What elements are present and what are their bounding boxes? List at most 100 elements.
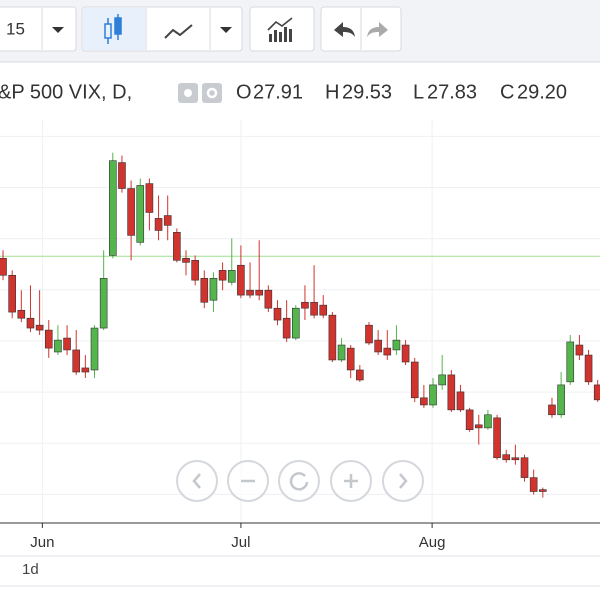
candle-body [474,424,483,429]
reset-button[interactable] [278,460,320,502]
high-value: 29.53 [342,81,392,103]
zoom-icons [192,472,408,491]
dropdown-arrow[interactable] [220,27,232,33]
candle-body [63,337,71,351]
indicators-button[interactable] [249,6,315,52]
candle-body [118,162,126,189]
candle-body [392,339,401,351]
candle-body [109,160,117,256]
candle-body [72,349,81,373]
candle-body [346,347,355,371]
scroll-right-button[interactable] [382,460,424,502]
candle-body [529,477,538,492]
candle-body [465,409,474,431]
candle-body [209,278,218,301]
candle-body [493,417,501,459]
range-button[interactable]: 1d [22,561,39,578]
indicators-icon [267,17,293,42]
candle-body [502,454,511,461]
candle-body [246,289,254,296]
candle-body [273,307,282,321]
candle-style-button[interactable] [83,8,145,50]
candle-body [54,339,62,353]
candle-body [136,185,145,243]
low-value: 27.83 [427,81,477,103]
candle-body [383,347,392,356]
candle-body [282,317,291,339]
candle-body [291,307,300,339]
symbol: &P 500 VIX, D, [0,81,132,103]
candle-body [557,384,565,416]
candle-body [0,257,7,276]
candle-body [548,404,556,416]
close-label: C [500,81,514,103]
low-label: L [413,81,424,103]
candle-body [99,278,108,329]
candle-body [420,397,428,406]
x-tick-label: Jul [231,534,250,551]
candle-body [456,391,465,411]
undo-button[interactable] [334,22,355,37]
candle-body [447,374,456,411]
candle-body [218,270,227,281]
open-value: 27.91 [253,81,303,103]
candle-body [81,367,90,373]
candle-body [575,344,584,356]
redo-button[interactable] [367,22,388,37]
line-style-icon[interactable] [164,24,193,39]
candle-body [17,309,26,319]
candle-body [401,344,410,363]
candle-body [319,304,328,316]
candle-body [44,329,53,349]
close-value: 29.20 [517,81,567,103]
candle-body [127,188,135,236]
candle-body [237,264,245,296]
candle-body [154,218,163,231]
candle-body [429,384,437,406]
candle-body [227,270,236,283]
candle-body [145,183,154,213]
candle-body [539,489,547,492]
interval: 15 [6,19,25,38]
plot: Jun Jul Aug [0,120,600,551]
candle-body [264,289,273,309]
candle-body [301,301,309,309]
candle-icon [104,14,122,44]
candle-body [593,384,600,401]
candle-body [438,374,446,386]
candle-body [410,361,419,399]
candle-body [484,414,492,429]
candle-body [191,260,199,281]
candle-body [35,324,44,331]
candle-body [182,257,190,263]
candle-body [374,339,382,353]
high-label: H [325,81,339,103]
candle-body [328,314,337,361]
candle-body [566,341,575,383]
candle-body [520,457,529,478]
candle-body [365,324,373,344]
candle-body [511,457,520,461]
candle-body [584,354,593,383]
open-label: O [236,81,252,103]
dropdown-arrow [52,27,64,33]
scroll-left-button[interactable] [176,460,218,502]
candle-body [26,317,35,329]
x-tick-label: Jun [30,534,54,551]
candle-body [163,215,172,226]
candle-body [173,232,181,261]
eye [184,89,192,97]
x-tick-label: Aug [419,534,446,551]
candle-body [200,278,209,303]
candle-body [337,344,346,361]
interval-button[interactable] [0,6,77,52]
candle-body [255,289,263,296]
candle-body [90,327,99,371]
candle-body [310,301,318,316]
candle-body [8,274,16,313]
candle-body [356,369,364,381]
gear [206,87,218,99]
settings-icon[interactable] [202,83,222,103]
